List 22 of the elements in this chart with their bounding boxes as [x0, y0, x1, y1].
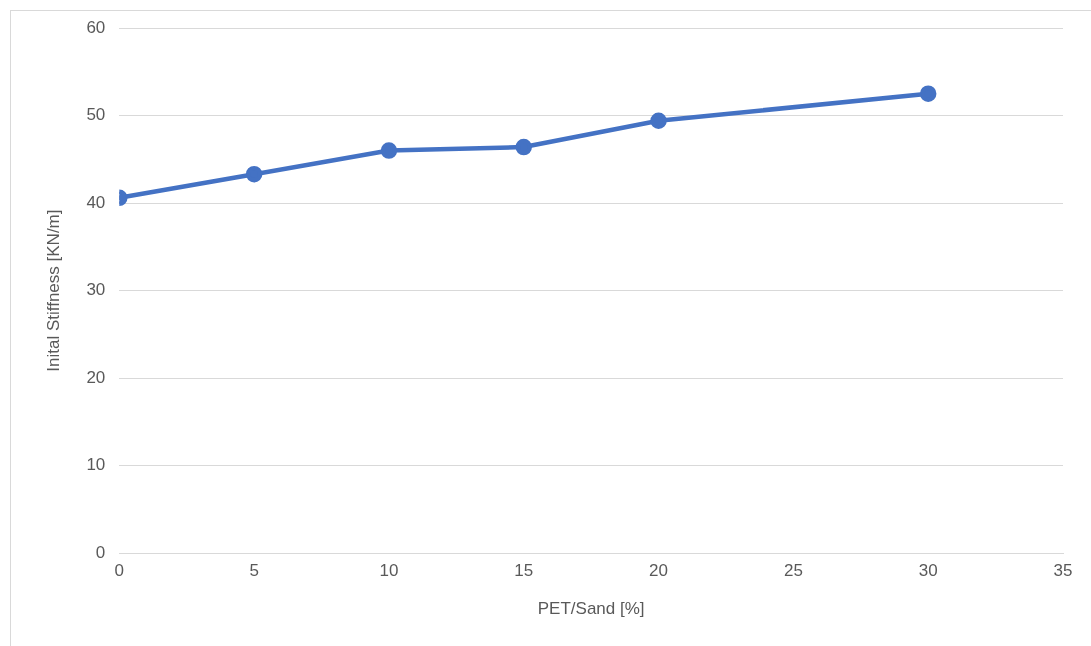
- x-tick-label: 0: [114, 561, 125, 581]
- x-tick-label: 25: [783, 561, 803, 581]
- y-tick-label: 30: [86, 280, 106, 300]
- y-tick-label: 0: [95, 542, 106, 562]
- x-axis-title: PET/Sand [%]: [537, 599, 645, 619]
- point: [919, 85, 937, 102]
- x-tick-label: 30: [918, 561, 938, 581]
- point: [650, 112, 667, 130]
- x-tick-label: 35: [1053, 561, 1073, 581]
- point: [515, 138, 532, 156]
- point: [245, 165, 263, 183]
- y-tick-label: 20: [86, 367, 106, 387]
- x-tick-label: 15: [514, 561, 534, 581]
- point: [380, 142, 398, 159]
- x-tick-label: 20: [649, 561, 669, 581]
- y-tick-label: 60: [86, 17, 106, 37]
- y-tick-label: 40: [86, 192, 106, 212]
- y-axis-title: Inital Stiffness [KN/m]: [43, 209, 63, 372]
- y-tick-label: 10: [86, 455, 106, 475]
- x-tick-label: 10: [379, 561, 399, 581]
- y-tick-label: 50: [86, 105, 106, 125]
- x-tick-label: 5: [249, 561, 259, 581]
